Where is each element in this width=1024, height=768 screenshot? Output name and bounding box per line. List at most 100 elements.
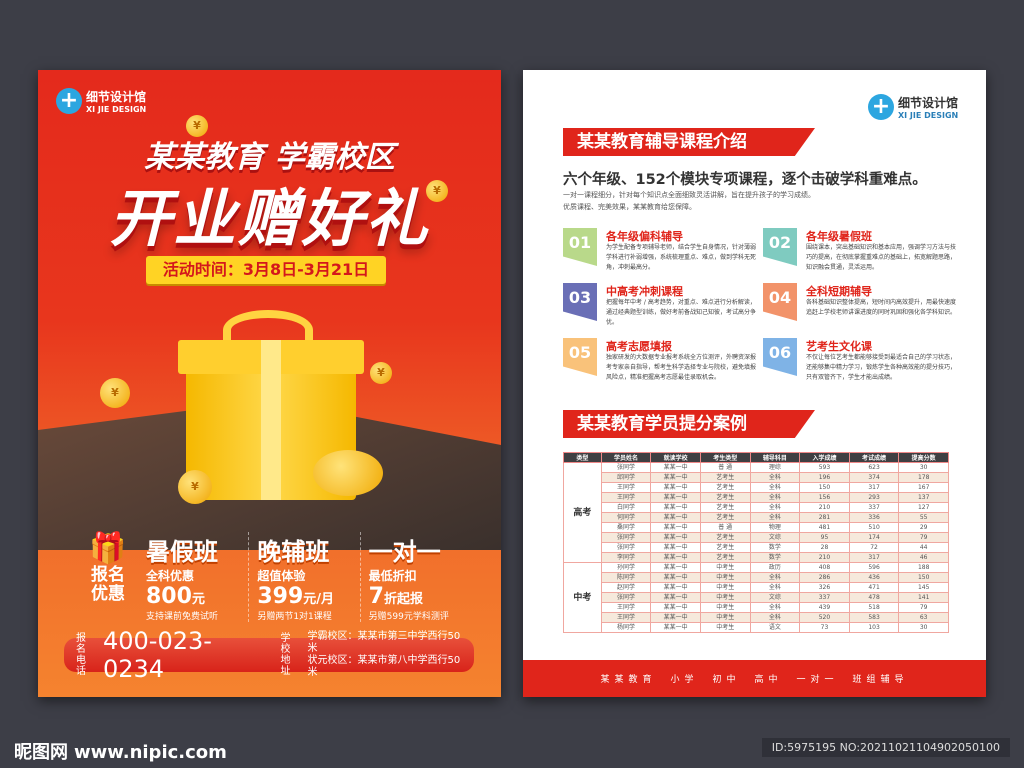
course-item: 06 艺考生文化课 不仅让每位艺考生都能够接受到最适合自己的学习状态，还能够集中精力… [763, 338, 957, 390]
table-cell: 某某一中 [650, 542, 701, 553]
course-title: 中高考冲刺课程 [606, 285, 683, 298]
table-cell: 中考生 [699, 572, 751, 583]
course-number: 06 [763, 338, 797, 376]
table-cell: 44 [898, 542, 949, 553]
table-cell: 全科 [749, 572, 801, 583]
table-cell: 王同学 [600, 492, 652, 503]
course-number: 05 [563, 338, 597, 376]
table-cell: 张同学 [600, 592, 652, 603]
table-cell: 29 [898, 522, 949, 533]
table-cell: 326 [799, 582, 850, 593]
table-cell: 中考生 [699, 582, 751, 593]
course-title: 艺考生文化课 [806, 340, 872, 353]
footer-item: 初中 [712, 675, 741, 685]
table-cell: 何同学 [600, 512, 652, 523]
promo-title: 暑假班 [146, 538, 218, 566]
table-cell: 518 [848, 602, 900, 613]
table-cell: 某某一中 [650, 622, 701, 633]
table-cell: 数学 [749, 542, 801, 553]
watermark-site: 昵图网 [14, 742, 68, 763]
table-cell: 95 [799, 532, 850, 543]
promo-sub: 最低折扣 [368, 569, 417, 583]
score-table: 类型 学员姓名 就读学校 考生类型 辅导科目 入学成绩 考试成绩 提高分数 高考 张同学 某某一中普… [563, 452, 949, 633]
column-header: 入学成绩 [799, 452, 850, 463]
table-row: 王同学 某某一中 中考生 全科 520 583 63 [564, 612, 949, 623]
contact-label: 报名 [76, 633, 86, 655]
table-row: 桑同学 某某一中普 通物理 481 510 29 [564, 522, 949, 533]
logo-name: 细节设计馆 [86, 90, 147, 104]
course-item: 04 全科短期辅导 各科基础知识整体提高，短时间内高效提升，用最快速度追赶上学校老师… [763, 283, 956, 335]
table-cell: 数学 [749, 552, 801, 563]
table-cell: 物理 [749, 522, 801, 533]
table-cell: 杨同学 [600, 622, 652, 633]
table-cell: 中考生 [699, 562, 751, 573]
promo-sub: 全科优惠 [146, 569, 195, 583]
table-cell: 艺考生 [699, 532, 751, 543]
table-cell: 某某一中 [650, 462, 701, 473]
table-cell: 145 [898, 582, 949, 593]
table-cell: 141 [898, 592, 949, 603]
table-cell: 政历 [749, 562, 801, 573]
group-type: 中考 [563, 562, 602, 633]
table-cell: 79 [898, 532, 949, 543]
promo-note: 另赠两节1对1课程 [257, 612, 332, 622]
table-cell: 72 [848, 542, 900, 553]
table-cell: 某某一中 [650, 592, 701, 603]
table-cell: 55 [898, 512, 949, 523]
table-cell: 436 [848, 572, 900, 583]
poster-back: + 细节设计馆 XI JIE DESIGN 某某教育辅导课程介绍 六个年级、15… [523, 70, 986, 697]
table-cell: 30 [898, 462, 949, 473]
group-type: 高考 [563, 462, 602, 563]
table-cell: 桑同学 [600, 522, 652, 533]
promo-price: 399 [257, 584, 304, 609]
table-cell: 336 [848, 512, 900, 523]
course-title: 各年级暑假班 [806, 230, 872, 243]
watermark: 昵图网 www.nipic.com [14, 738, 227, 764]
table-cell: 317 [848, 552, 900, 563]
promo-price: 800 [146, 584, 192, 609]
table-cell: 某某一中 [650, 612, 701, 623]
table-cell: 某某一中 [650, 532, 701, 543]
table-cell: 167 [898, 482, 949, 493]
logo-en: XI JIE DESIGN [898, 111, 959, 120]
course-desc: 不仅让每位艺考生都能够接受到最适合自己的学习状态，还能够集中精力学习，锻炼学生各… [806, 354, 957, 381]
table-cell: 张同学 [600, 542, 652, 553]
table-cell: 全科 [749, 612, 801, 623]
table-cell: 全科 [749, 502, 801, 513]
column-header: 就读学校 [650, 452, 701, 463]
table-cell: 赵同学 [600, 582, 652, 593]
course-desc: 围绕课本，突出基础知识和基本应用，强调学习方法与技巧的提高，在彻底掌握重难点的基… [806, 244, 957, 271]
table-cell: 73 [799, 622, 850, 633]
table-cell: 210 [799, 552, 850, 563]
table-cell: 某某一中 [650, 502, 701, 513]
column-header: 学员姓名 [600, 452, 652, 463]
badge-line: 优惠 [91, 584, 125, 604]
logo-name: 细节设计馆 [898, 96, 959, 110]
table-cell: 艺考生 [699, 492, 751, 503]
table-row: 杨同学 某某一中 中考生 语文 73 103 30 [564, 622, 949, 633]
table-cell: 150 [898, 572, 949, 583]
table-cell: 艺考生 [699, 542, 751, 553]
address-line: 状元校区：某某市第八中学西行50米 [307, 655, 461, 678]
table-row: 何同学 某某一中 艺考生 全科 281 336 55 [564, 512, 949, 523]
table-cell: 156 [799, 492, 850, 503]
table-cell: 某某一中 [650, 582, 701, 593]
table-cell: 337 [848, 502, 900, 513]
table-cell: 某某一中 [650, 572, 701, 583]
course-desc: 独家研发的大数据专业报考系统全方位测评，外聘资深报考专家亲自指导，帮考生科学选择… [606, 354, 757, 381]
table-cell: 210 [799, 502, 850, 513]
plus-logo-icon: + [56, 88, 82, 114]
table-cell: 某某一中 [650, 602, 701, 613]
promo-unit: 元 [191, 592, 205, 607]
promo-summer: 暑假班 全科优惠 800元 支持课前免费试听 [138, 532, 250, 622]
table-cell: 张同学 [600, 462, 652, 473]
table-cell: 63 [898, 612, 949, 623]
table-cell: 某某一中 [650, 562, 701, 573]
logo: + 细节设计馆 XI JIE DESIGN [56, 88, 146, 114]
course-desc: 把握每年中考 / 高考趋势，对重点、难点进行分析解读，通过经典题型训练，做好考前… [606, 299, 757, 326]
table-row: 王同学 某某一中 艺考生 全科 150 317 167 [564, 482, 949, 493]
table-cell: 520 [799, 612, 850, 623]
watermark-url: www.nipic.com [74, 742, 227, 763]
table-cell: 596 [848, 562, 900, 573]
table-cell: 艺考生 [699, 502, 751, 513]
